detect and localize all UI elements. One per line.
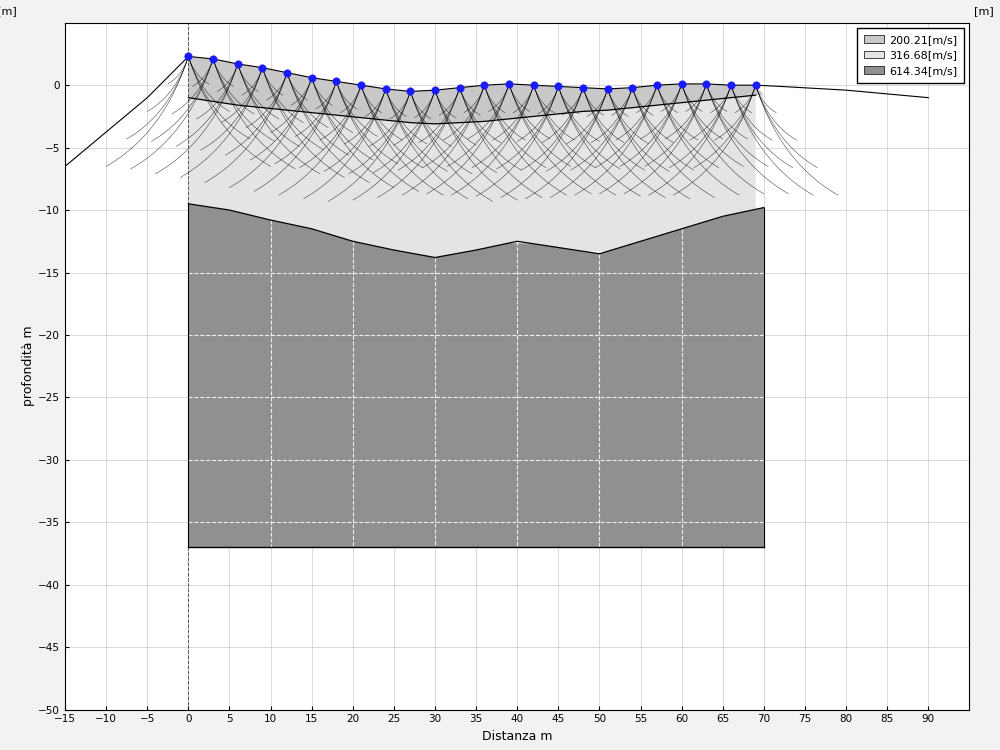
Text: [m]: [m]: [974, 6, 994, 16]
Text: [m]: [m]: [0, 6, 17, 16]
Point: [378, 83, 394, 95]
Point: [698, 78, 714, 90]
Point: [205, 53, 221, 65]
Y-axis label: profondità m: profondità m: [22, 326, 35, 406]
Legend: 200.21[m/s], 316.68[m/s], 614.34[m/s]: 200.21[m/s], 316.68[m/s], 614.34[m/s]: [857, 28, 964, 82]
X-axis label: Distanza m: Distanza m: [482, 730, 552, 743]
Point: [427, 84, 443, 96]
Point: [353, 80, 369, 92]
Point: [304, 72, 320, 84]
Point: [402, 86, 418, 98]
Point: [230, 58, 246, 70]
Point: [180, 50, 196, 62]
Polygon shape: [188, 204, 764, 548]
Point: [575, 82, 591, 94]
Point: [279, 67, 295, 79]
Point: [600, 83, 616, 95]
Point: [748, 80, 764, 92]
Point: [452, 82, 468, 94]
Point: [550, 80, 566, 92]
Point: [476, 80, 492, 92]
Polygon shape: [188, 95, 756, 257]
Polygon shape: [188, 56, 764, 124]
Point: [526, 80, 542, 92]
Point: [624, 82, 640, 94]
Point: [501, 78, 517, 90]
Point: [649, 80, 665, 92]
Point: [674, 78, 690, 90]
Point: [254, 62, 270, 74]
Point: [328, 76, 344, 88]
Point: [723, 80, 739, 92]
